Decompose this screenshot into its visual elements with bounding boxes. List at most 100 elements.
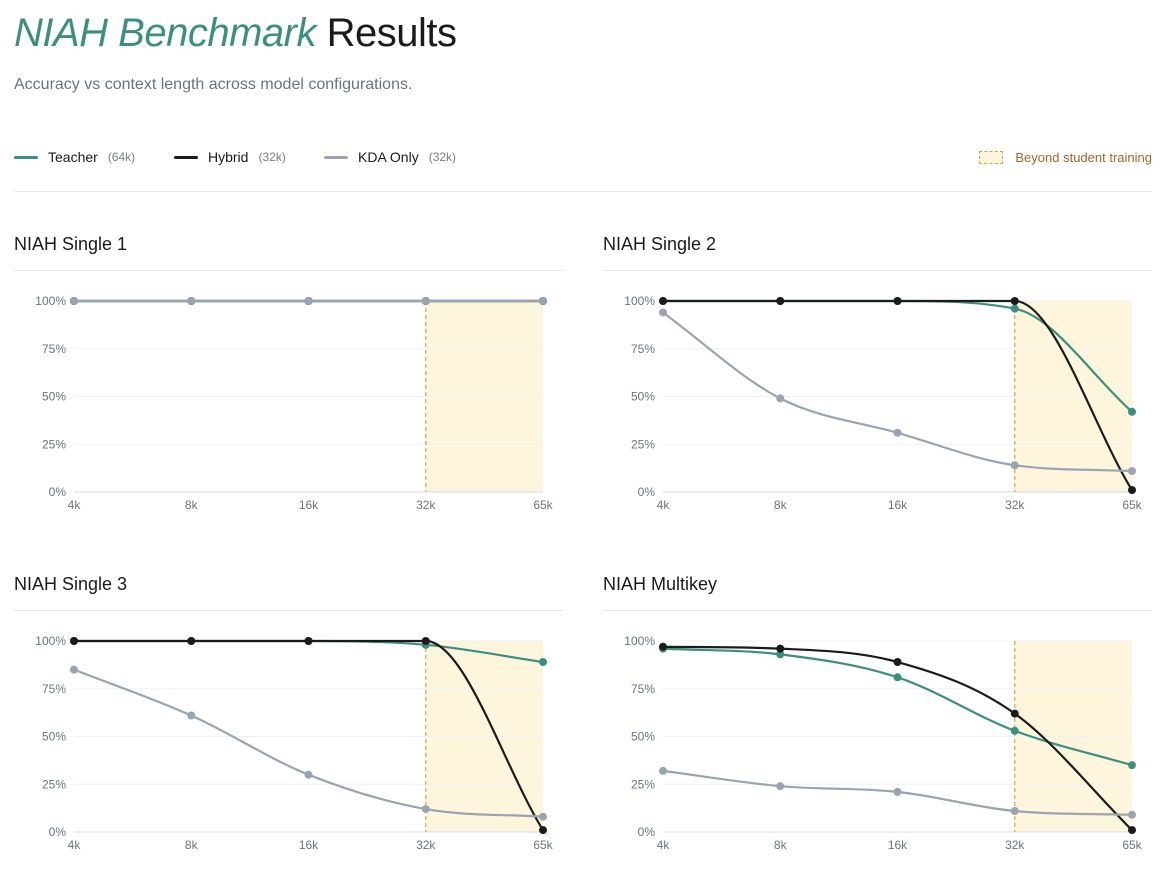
y-tick-label: 100% [624, 294, 655, 308]
chart-title: NIAH Single 1 [14, 234, 128, 254]
x-tick-label: 32k [1005, 498, 1025, 512]
chart-title-rule [14, 270, 563, 271]
data-point-kda-only [70, 297, 78, 305]
data-point-kda-only [421, 805, 430, 814]
legend-label-teacher: Teacher [48, 149, 98, 165]
data-point-hybrid [776, 297, 785, 305]
data-point-kda-only [659, 766, 667, 775]
legend-item-beyond: Beyond student training [979, 146, 1152, 168]
data-point-hybrid [187, 637, 196, 645]
data-point-hybrid [893, 297, 902, 305]
y-tick-label: 25% [631, 437, 655, 451]
x-tick-label: 32k [416, 838, 436, 852]
legend-swatch-hybrid [174, 155, 198, 159]
chart-svg: 0% 25% 50% 75% 100% 4k 8k 16k 32k 65k [624, 294, 1142, 512]
chart-title-rule [603, 270, 1152, 271]
title-accent: NIAH Benchmark [14, 11, 316, 55]
y-tick-label: 100% [624, 634, 655, 648]
chart-panel-single-1: NIAH Single 1 0% 25% 50% 75% 100% 4k 8k 16k 32k 6… [14, 234, 563, 534]
chart-panel-multikey: NIAH Multikey 0% 25% 50% 75% 100% 4k 8k 16k 32k 6… [603, 574, 1152, 874]
x-tick-label: 8k [185, 838, 199, 852]
data-point-kda-only [1010, 806, 1019, 815]
legend-item-kda-only: KDA Only (32k) [324, 146, 456, 168]
data-point-teacher [776, 650, 785, 659]
data-point-kda-only [304, 297, 313, 305]
x-tick-label: 65k [1122, 838, 1142, 852]
data-point-hybrid [1010, 709, 1019, 718]
data-point-hybrid [893, 658, 902, 667]
x-tick-label: 4k [68, 498, 82, 512]
data-point-kda-only [187, 711, 196, 720]
data-point-hybrid [659, 297, 667, 305]
data-point-hybrid [70, 637, 78, 645]
data-point-hybrid [421, 637, 430, 645]
data-point-kda-only [187, 297, 196, 305]
legend-label-hybrid: Hybrid [208, 149, 249, 165]
x-tick-label: 65k [533, 498, 553, 512]
data-point-kda-only [776, 394, 785, 403]
x-tick-label: 16k [888, 838, 908, 852]
page-subtitle: Accuracy vs context length across model … [14, 76, 413, 93]
legend-note-teacher: (64k) [107, 150, 136, 164]
chart-panel-single-3: NIAH Single 3 0% 25% 50% 75% 100% 4k 8k 16k 32k 6… [14, 574, 563, 874]
y-tick-label: 75% [631, 682, 655, 696]
data-point-kda-only [776, 782, 785, 791]
y-tick-label: 50% [42, 390, 66, 404]
data-point-kda-only [893, 787, 902, 796]
y-tick-label: 50% [631, 390, 655, 404]
series-line-hybrid [72, 639, 545, 832]
y-tick-label: 25% [42, 437, 66, 451]
legend-swatch-teacher [14, 155, 38, 159]
data-point-teacher [1128, 407, 1136, 416]
data-point-hybrid [304, 637, 313, 645]
data-point-teacher [893, 673, 902, 682]
legend-swatch-beyond [979, 150, 1004, 164]
data-point-teacher [1010, 726, 1019, 735]
data-point-kda-only [304, 770, 313, 779]
y-tick-label: 50% [42, 730, 66, 744]
legend-label-kda-only: KDA Only [358, 149, 419, 165]
y-tick-label: 25% [42, 777, 66, 791]
data-point-hybrid [1010, 297, 1019, 305]
y-tick-label: 0% [638, 485, 656, 499]
data-point-kda-only [1128, 810, 1136, 819]
x-tick-label: 16k [888, 498, 908, 512]
x-tick-label: 4k [657, 838, 671, 852]
data-point-hybrid [1128, 826, 1136, 835]
legend: Teacher (64k) Hybrid (32k) KDA Only (32k… [14, 146, 1152, 168]
chart-svg: 0% 25% 50% 75% 100% 4k 8k 16k 32k 65k [35, 294, 553, 512]
x-tick-label: 65k [1122, 498, 1142, 512]
chart-title: NIAH Multikey [603, 574, 718, 594]
x-tick-label: 8k [774, 838, 788, 852]
page-title: NIAH Benchmark Results [14, 8, 457, 58]
data-point-hybrid [539, 826, 547, 835]
data-point-kda-only [659, 308, 667, 317]
x-tick-label: 4k [68, 838, 82, 852]
data-point-kda-only [1010, 461, 1019, 470]
y-tick-label: 75% [42, 342, 66, 356]
chart-title: NIAH Single 2 [603, 234, 717, 254]
data-point-kda-only [70, 665, 78, 674]
x-tick-label: 32k [1005, 838, 1025, 852]
y-tick-label: 0% [638, 825, 656, 839]
legend-swatch-kda-only [324, 155, 348, 159]
series-line-hybrid [661, 645, 1134, 832]
y-tick-label: 75% [631, 342, 655, 356]
chart-svg: 0% 25% 50% 75% 100% 4k 8k 16k 32k 65k [35, 634, 553, 852]
y-tick-label: 100% [35, 294, 66, 308]
series-line-hybrid [661, 299, 1134, 492]
title-rest: Results [326, 11, 457, 55]
chart-title: NIAH Single 3 [14, 574, 128, 594]
chart-panel-single-2: NIAH Single 2 0% 25% 50% 75% 100% 4k 8k 16k 32k 6… [603, 234, 1152, 534]
chart-svg: 0% 25% 50% 75% 100% 4k 8k 16k 32k 65k [624, 634, 1142, 852]
x-tick-label: 16k [299, 498, 319, 512]
data-point-hybrid [659, 642, 667, 651]
chart-title-rule [14, 610, 563, 611]
legend-label-beyond: Beyond student training [1015, 149, 1152, 165]
x-tick-label: 8k [774, 498, 788, 512]
x-tick-label: 65k [533, 838, 553, 852]
x-tick-label: 8k [185, 498, 199, 512]
y-tick-label: 50% [631, 730, 655, 744]
data-point-kda-only [893, 428, 902, 437]
y-tick-label: 0% [49, 485, 67, 499]
